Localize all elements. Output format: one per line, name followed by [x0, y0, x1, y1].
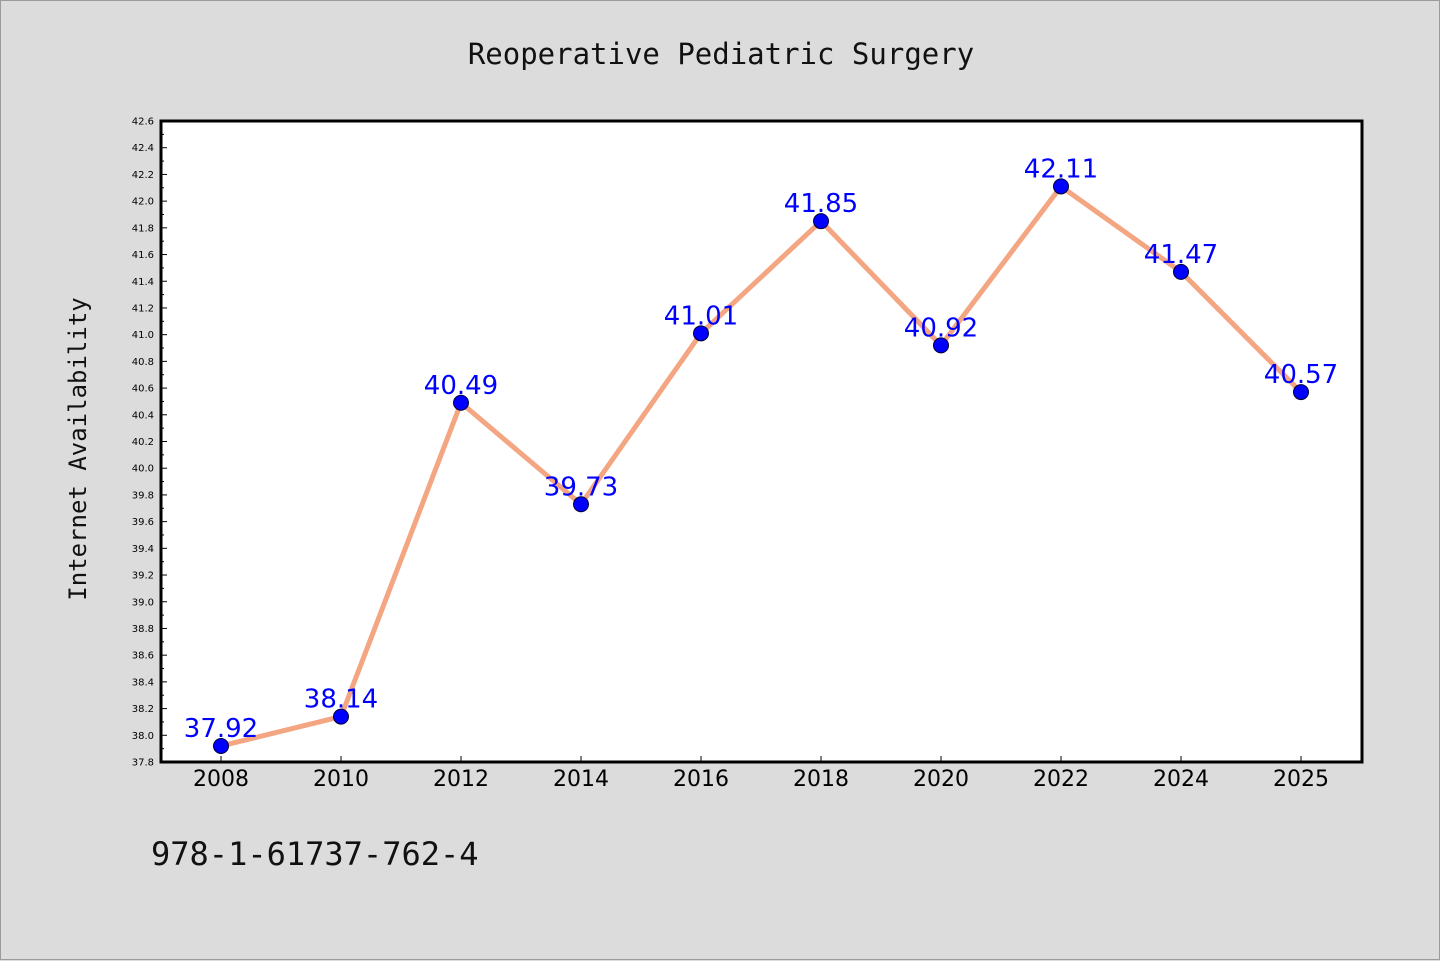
chart-title: Reoperative Pediatric Surgery: [468, 37, 974, 71]
data-label: 41.47: [1144, 240, 1218, 270]
y-tick-label: 40.4: [132, 410, 154, 421]
y-tick-label: 40.6: [132, 384, 154, 395]
data-label: 40.49: [424, 371, 498, 401]
data-label-group: 37.92 38.14 40.49 39.73 41.01 41.85 40.92 42.11…: [184, 154, 1338, 744]
data-label: 37.92: [184, 714, 258, 744]
x-tick-label: 2014: [553, 767, 609, 792]
x-axis-ticks: 2008 2010 2012 2014 2016 2018 2020 2022 2024 2025: [193, 756, 1329, 792]
y-tick-label: 39.4: [132, 544, 154, 555]
data-point: [693, 325, 709, 342]
series-line-group: [213, 178, 1309, 754]
x-tick-label: 2022: [1033, 767, 1089, 792]
y-tick-label: 38.8: [132, 624, 154, 635]
x-tick-label: 2018: [793, 767, 849, 792]
series-line: [220, 183, 1303, 749]
y-tick-label: 42.4: [132, 143, 154, 154]
data-label: 40.92: [904, 313, 978, 343]
y-tick-label: 41.0: [132, 330, 154, 341]
y-tick-label: 38.4: [132, 677, 154, 688]
y-tick-label: 41.4: [132, 277, 154, 288]
y-tick-label: 42.6: [132, 117, 154, 128]
data-label: 41.85: [784, 189, 858, 219]
y-tick-label: 41.8: [132, 223, 154, 234]
y-tick-label: 39.6: [132, 517, 154, 528]
y-tick-label: 41.6: [132, 250, 154, 261]
x-tick-label: 2016: [673, 767, 729, 792]
y-tick-label: 39.0: [132, 597, 154, 608]
x-tick-label: 2012: [433, 767, 489, 792]
y-tick-label: 37.8: [132, 758, 154, 769]
data-point: [1293, 384, 1309, 401]
y-tick-label: 38.0: [132, 731, 154, 742]
y-tick-label: 38.2: [132, 704, 154, 715]
data-label: 39.73: [544, 472, 618, 502]
isbn-footer: 978-1-61737-762-4: [151, 835, 479, 873]
y-tick-label: 38.6: [132, 651, 154, 662]
plot-area: [159, 119, 1364, 764]
data-point: [933, 337, 949, 354]
y-tick-label: 41.2: [132, 303, 154, 314]
data-point: [573, 496, 589, 513]
data-label: 42.11: [1024, 154, 1098, 184]
data-label: 38.14: [304, 685, 378, 715]
data-point: [333, 708, 349, 725]
data-point: [813, 213, 829, 230]
x-tick-label: 2008: [193, 767, 249, 792]
y-tick-label: 40.2: [132, 437, 154, 448]
x-tick-label: 2010: [313, 767, 369, 792]
data-label: 40.57: [1264, 360, 1338, 390]
data-point: [1053, 178, 1069, 195]
y-tick-label: 40.8: [132, 357, 154, 368]
y-tick-label: 42.0: [132, 197, 154, 208]
y-axis-label: Internet Availability: [64, 297, 92, 600]
y-tick-label: 39.2: [132, 571, 154, 582]
x-tick-label: 2020: [913, 767, 969, 792]
data-label: 41.01: [664, 301, 738, 331]
data-point: [453, 394, 469, 411]
x-tick-label: 2024: [1153, 767, 1209, 792]
x-tick-label: 2025: [1273, 767, 1329, 792]
data-point: [1173, 263, 1189, 280]
y-tick-label: 39.8: [132, 490, 154, 501]
y-tick-label: 40.0: [132, 464, 154, 475]
y-axis-ticks: 37.8 38.0 38.2 38.4 38.6 38.8 39.0 39.2 39.4 39.6…: [132, 117, 167, 769]
data-point: [213, 737, 229, 754]
y-tick-label: 42.2: [132, 170, 154, 181]
